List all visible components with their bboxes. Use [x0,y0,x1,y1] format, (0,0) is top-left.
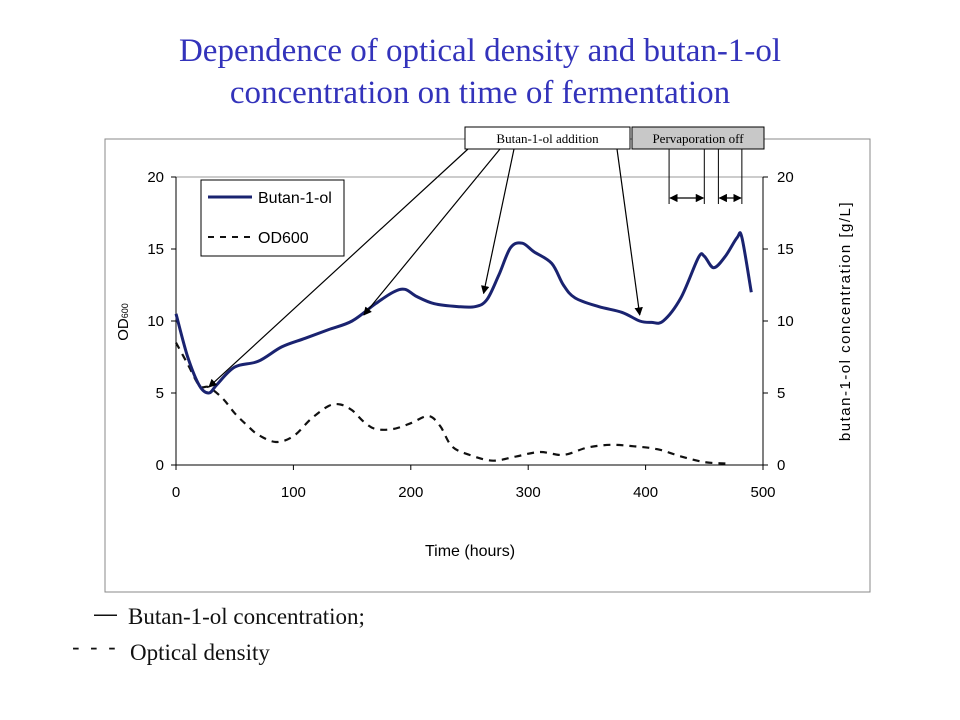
annotation-arrow-addition-1 [363,148,501,316]
y-axis-label-left-sub: 600 [120,303,130,318]
y-left-tick-label-4: 20 [147,169,164,186]
annotation-box-addition [464,126,631,150]
chart-title-line-2: concentration on time of fermentation [229,75,731,111]
x-tick-label-4: 400 [633,484,658,501]
y-axis-label-right: butan-1-ol concentration [g/L] [837,201,854,441]
y-left-tick-label-0: 0 [156,457,164,474]
footnote-butanol: Butan-1-ol concentration; [128,604,365,629]
y-axis-label-left: OD600 [115,303,132,341]
footnote-solid-marker: — [94,600,119,626]
footnote-od: Optical density [130,640,270,665]
series-line-butanol [174,231,753,395]
annotation-arrow-addition-0 [208,148,469,388]
annotation-arrow-addition-2 [481,148,515,295]
annotation-box-pervaporation [631,126,765,150]
x-tick-label-5: 500 [750,484,775,501]
x-tick-label-1: 100 [281,484,306,501]
annotation-layer: Butan-1-ol addition Pervaporation off [208,126,765,388]
legend: Butan-1-ol OD600 [200,179,345,257]
legend-label-od600: OD600 [258,230,309,247]
chart-title: Dependence of optical density and butan-… [0,30,960,114]
footnote-dashed-marker: - - - [72,634,118,660]
y-left-tick-label-3: 15 [147,241,164,258]
annotation-arrow-addition-3 [616,148,643,316]
y-axis-label-left-main: OD [115,318,132,341]
annotation-label-pervaporation: Pervaporation off [652,131,744,146]
y-right-tick-label-4: 20 [777,169,794,186]
legend-label-butanol: Butan-1-ol [258,190,332,207]
x-tick-label-2: 200 [398,484,423,501]
y-left-tick-label-2: 10 [147,313,164,330]
legend-box [200,179,345,257]
y-right-tick-label-3: 15 [777,241,794,258]
x-tick-label-3: 300 [516,484,541,501]
y-right-tick-label-1: 5 [777,385,785,402]
y-left-tick-label-1: 5 [156,385,164,402]
x-axis-label: Time (hours) [425,543,515,560]
chart-title-line-1: Dependence of optical density and butan-… [178,33,782,69]
annotation-label-addition: Butan-1-ol addition [496,131,599,146]
y-right-tick-label-0: 0 [777,457,785,474]
series-layer [174,231,753,465]
y-right-tick-label-2: 10 [777,313,794,330]
x-tick-label-0: 0 [172,484,180,501]
